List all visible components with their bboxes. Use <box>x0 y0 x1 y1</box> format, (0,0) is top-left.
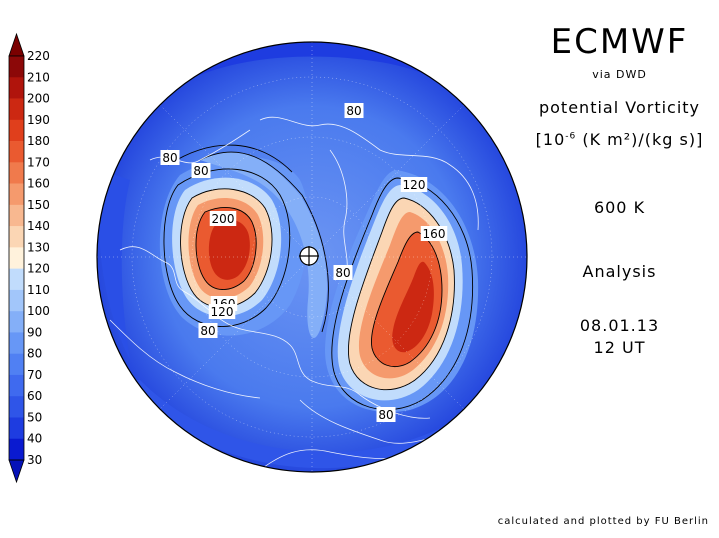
contour-label: 80 <box>335 266 350 280</box>
date-label: 08.01.13 <box>579 316 660 335</box>
contour-label: 80 <box>193 164 208 178</box>
colorbar-cell <box>9 396 24 418</box>
contour-label-bg <box>208 304 236 319</box>
colorbar-tick-label: 70 <box>27 368 42 382</box>
pv-190-east <box>392 261 434 353</box>
contour-labels: 808080120160802001601208080 <box>160 103 448 422</box>
pv-190-west <box>208 219 250 280</box>
colorbar: 30 40 50 60 70 80 90 100 110 120 130 140 150 160 170 18… <box>8 32 50 484</box>
colorbar-cell <box>9 141 24 163</box>
colorbar-tick-label: 50 <box>27 410 42 424</box>
contour-label-bg <box>344 103 364 118</box>
colorbar-cell <box>9 183 24 206</box>
colorbar-cell <box>9 56 24 78</box>
contour-label: 80 <box>200 324 215 338</box>
colorbar-cell <box>9 162 24 184</box>
colorbar-cell <box>9 119 24 142</box>
filament-band <box>200 152 328 339</box>
colorbar-tick-label: 80 <box>27 347 42 361</box>
colorbar-tick-label: 180 <box>27 134 50 148</box>
contour-label: 80 <box>162 151 177 165</box>
colorbar-tick-label: 170 <box>27 155 50 169</box>
colorbar-tick-label: 200 <box>27 92 50 106</box>
credit-label: calculated and plotted by FU Berlin <box>497 516 709 527</box>
level-label: 600 K <box>593 198 646 217</box>
unit-label: [10-6 (K m²)/(kg s)] <box>520 130 719 149</box>
north-pole-marker <box>299 246 319 266</box>
contour-label-bg <box>198 323 218 338</box>
contour-label: 80 <box>378 408 393 422</box>
contour-label: 160 <box>423 227 446 241</box>
colorbar-tick-label: 30 <box>27 453 42 467</box>
colorbar-cell <box>9 311 24 333</box>
colorbar-tick-label: 150 <box>27 198 50 212</box>
contour-label: 120 <box>211 305 234 319</box>
contour-label-bg <box>191 163 211 178</box>
contour-lines <box>163 144 474 411</box>
contour-label-bg <box>420 226 448 241</box>
colorbar-tick-label: 60 <box>27 389 42 403</box>
contour-label-bg <box>400 177 428 192</box>
colorbar-tick-label: 160 <box>27 177 50 191</box>
colorbar-tick-label: 100 <box>27 304 50 318</box>
colorbar-tick-label: 140 <box>27 219 50 233</box>
colorbar-cell <box>9 353 24 376</box>
colorbar-tick-label: 130 <box>27 240 50 254</box>
colorbar-tick-label: 90 <box>27 325 42 339</box>
colorbar-cell <box>9 204 24 227</box>
map-disc-border <box>96 41 528 473</box>
unit-exponent: -6 <box>565 131 577 142</box>
colorbar-cell <box>9 98 24 121</box>
colorbar-cell <box>9 77 24 99</box>
contour-label-bg <box>333 265 353 280</box>
product-label: Analysis <box>582 262 657 281</box>
variable-label: potential Vorticity <box>538 98 701 117</box>
graticule <box>97 42 527 472</box>
low-pv-region-south <box>120 380 490 469</box>
model-title: ECMWF <box>550 22 689 62</box>
source-label: via DWD <box>592 68 647 81</box>
colorbar-tick-label: 190 <box>27 113 50 127</box>
colorbar-over-arrow <box>8 32 25 57</box>
colorbar-cell <box>9 332 24 354</box>
colorbar-tick-label: 120 <box>27 262 50 276</box>
unit-rest: (K m²)/(kg s)] <box>576 130 704 149</box>
colorbar-cell <box>9 247 24 269</box>
colorbar-tick-label: 220 <box>27 49 50 63</box>
contour-label-bg <box>160 150 180 165</box>
contour-label-bg <box>209 211 237 226</box>
colorbar-tick-label: 110 <box>27 283 50 297</box>
colorbar-tick-label: 210 <box>27 70 50 84</box>
unit-prefix: [10 <box>535 130 566 149</box>
colorbar-cell <box>9 268 24 291</box>
contour-label-bg <box>376 407 396 422</box>
colorbar-under-arrow <box>8 459 25 484</box>
colorbar-tick-label: 40 <box>27 432 42 446</box>
colorbar-cell <box>9 374 24 397</box>
polar-map: 808080120160802001601208080 <box>96 41 528 473</box>
contour-label: 200 <box>212 212 235 226</box>
colorbar-cell <box>9 289 24 312</box>
contour-label: 80 <box>346 104 361 118</box>
colorbar-cell <box>9 417 24 440</box>
colorbar-cell <box>9 438 24 461</box>
colorbar-cell <box>9 226 24 248</box>
contour-label: 120 <box>403 178 426 192</box>
colorbar-border <box>8 55 25 461</box>
low-pv-region-west <box>98 170 130 360</box>
time-label: 12 UT <box>593 338 646 357</box>
